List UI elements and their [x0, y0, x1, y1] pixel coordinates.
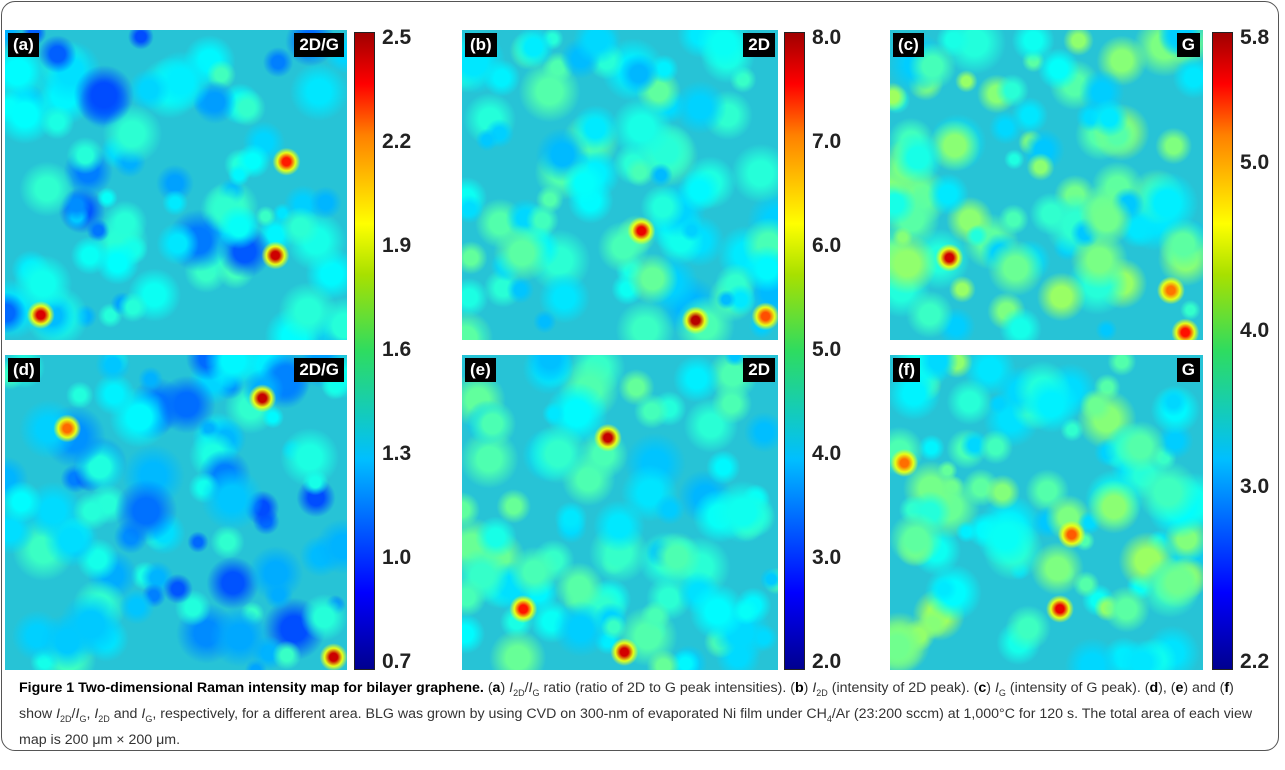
caption-text: I [528, 680, 533, 696]
colorbar-tick-label: 5.8 [1240, 26, 1270, 49]
raman-map: (d) 2D/G [5, 355, 347, 670]
colorbar-tick-label: 1.6 [382, 338, 412, 361]
caption-text: G [145, 713, 153, 724]
panel-tag: 2D [743, 33, 775, 57]
caption-text: Figure 1 Two-dimensional Raman intensity… [19, 680, 484, 696]
colorbar-tick-label: 2.2 [1240, 650, 1270, 673]
caption-text: / [71, 705, 76, 722]
panel-tag: G [1176, 33, 1200, 57]
caption-text: (intensity of 2D peak). ( [827, 680, 979, 696]
panel-label: (a) [8, 33, 39, 57]
colorbar [784, 32, 805, 670]
panel-tag: 2D/G [294, 33, 344, 57]
caption-text: b [794, 680, 804, 696]
panel-label: (c) [893, 33, 924, 57]
caption-text: 2D [60, 713, 72, 724]
caption-text: d [1149, 680, 1159, 696]
colorbar-tick-label: 8.0 [812, 26, 842, 49]
raman-map: (f) G [890, 355, 1203, 670]
caption-text: I [141, 705, 146, 722]
colorbar-tick-label: 5.0 [1240, 150, 1270, 174]
caption-text: /Ar (23:200 sccm) at 1,000°C for 120 s. … [19, 705, 1253, 748]
caption-text: ) [803, 680, 813, 696]
colorbar-tick-label: 2.5 [382, 26, 412, 49]
caption-text: 2D [513, 687, 525, 698]
caption-text: ratio (ratio of 2D to G peak intensities… [539, 680, 795, 696]
raman-map: (c) G [890, 30, 1203, 340]
colorbar-tick-label: 4.0 [812, 442, 842, 465]
colorbar-tick-label: 0.7 [382, 650, 412, 673]
caption-text: (intensity of G peak). ( [1005, 680, 1150, 696]
figure: (a) 2D/G (b) 2D (c) G (d) 2D/G (e) 2D (f) G 2.5 2.2 1.… [1, 1, 1279, 751]
colorbar [1212, 32, 1233, 670]
caption-text: ( [483, 680, 493, 696]
raman-map: (a) 2D/G [5, 30, 347, 340]
caption-text: ) show [19, 680, 1234, 722]
colorbar-tick-label: 7.0 [812, 130, 842, 153]
caption-text: and [109, 705, 142, 722]
caption: Figure 1 Two-dimensional Raman intensity… [19, 678, 1269, 750]
panel-label: (d) [8, 358, 40, 382]
panel-label: (f) [893, 358, 920, 382]
colorbar-tick-label: 2.2 [382, 130, 412, 153]
caption-text: a [492, 680, 501, 696]
caption-text: , [86, 705, 95, 722]
colorbar-tick-label: 2.0 [812, 650, 842, 673]
colorbar-tick-label: 3.0 [812, 546, 842, 569]
colorbar-tick-label: 1.0 [382, 546, 412, 569]
colorbar-tick-label: 1.9 [382, 234, 412, 257]
caption-text: I [994, 680, 999, 696]
colorbar [354, 32, 375, 670]
caption-text: 2D [98, 713, 110, 724]
colorbar-tick-label: 4.0 [1240, 319, 1270, 343]
colorbar-tick-label: 5.0 [812, 338, 842, 361]
caption-text: I [509, 680, 514, 696]
panel-label: (b) [465, 33, 497, 57]
caption-text: e [1175, 680, 1184, 696]
caption-text: , respectively, for a different area. BL… [152, 705, 827, 722]
caption-text: G [532, 687, 540, 698]
caption-text: 4 [826, 713, 832, 724]
panel-tag: 2D [743, 358, 775, 382]
raman-map: (b) 2D [462, 30, 778, 340]
caption-text: ), ( [1158, 680, 1176, 696]
panel-tag: 2D/G [294, 358, 344, 382]
colorbar-tick-label: 6.0 [812, 234, 842, 257]
caption-text: 2D [816, 687, 828, 698]
caption-text: ) and ( [1183, 680, 1225, 696]
caption-text: f [1224, 680, 1230, 696]
raman-map: (e) 2D [462, 355, 778, 670]
panel-label: (e) [465, 358, 496, 382]
caption-text: I [94, 705, 99, 722]
caption-text: I [56, 705, 61, 722]
caption-text: ) [986, 680, 995, 696]
caption-text: G [79, 713, 87, 724]
colorbar-tick-label: 1.3 [382, 442, 412, 465]
panel-tag: G [1176, 358, 1200, 382]
caption-text: ) [500, 680, 510, 696]
caption-text: c [978, 680, 987, 696]
caption-text: G [998, 687, 1006, 698]
caption-text: / [524, 680, 529, 696]
colorbar-tick-label: 3.0 [1240, 475, 1270, 499]
caption-text: I [75, 705, 80, 722]
caption-text: I [812, 680, 817, 696]
